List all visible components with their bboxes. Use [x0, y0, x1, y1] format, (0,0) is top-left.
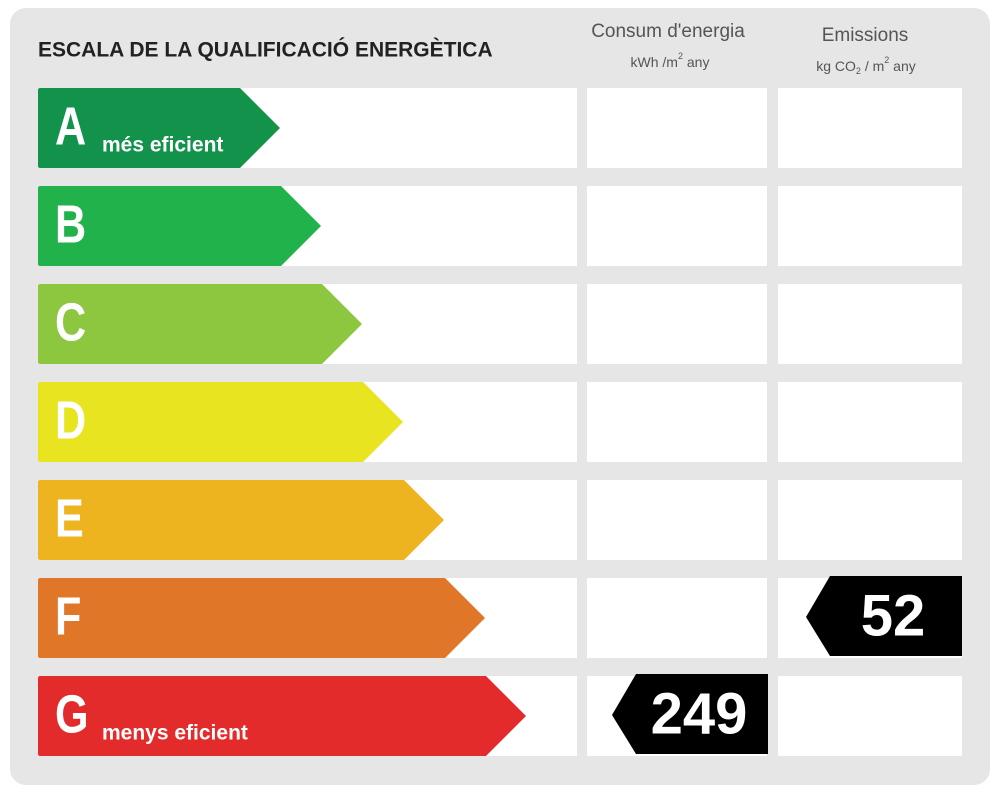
rating-letter: C — [55, 293, 86, 353]
rating-letter: A — [55, 97, 86, 157]
unit-part: 2 — [856, 66, 861, 76]
emissions-title: Emissions — [822, 25, 909, 46]
indicator-value: 52 — [861, 583, 926, 648]
rating-letter: E — [55, 489, 84, 549]
rating-letter: F — [55, 587, 81, 647]
unit-part: kg CO — [816, 58, 856, 74]
indicator-badge — [806, 576, 962, 656]
rating-arrow — [38, 578, 485, 658]
consumption-cell — [587, 382, 767, 462]
rating-letter: D — [55, 391, 86, 451]
emissions-cell — [778, 186, 962, 266]
label-title: ESCALA DE LA QUALIFICACIÓ ENERGÈTICA — [38, 38, 493, 62]
rating-arrow — [38, 382, 403, 462]
emissions-cell — [778, 88, 962, 168]
rating-arrow — [38, 88, 280, 168]
rating-arrow — [38, 676, 526, 756]
rating-arrow — [38, 284, 362, 364]
unit-part: any — [889, 58, 915, 74]
rating-arrow — [38, 480, 444, 560]
rating-note: més eficient — [102, 134, 223, 157]
unit-part: any — [683, 54, 709, 70]
emissions-unit: kg CO2 / m2 any — [816, 55, 916, 76]
indicator-value: 249 — [651, 681, 748, 746]
consumption-cell — [587, 186, 767, 266]
consumption-unit: kWh /m2 any — [631, 51, 710, 69]
emissions-cell — [778, 676, 962, 756]
consumption-title: Consum d'energia — [591, 21, 745, 42]
rating-note: menys eficient — [102, 722, 248, 745]
consumption-cell — [587, 284, 767, 364]
rating-arrow — [38, 186, 321, 266]
rating-letter: B — [55, 195, 86, 255]
emissions-cell — [778, 382, 962, 462]
emissions-cell — [778, 284, 962, 364]
indicator-badge — [612, 674, 768, 754]
consumption-cell — [587, 480, 767, 560]
emissions-cell — [778, 480, 962, 560]
unit-part: kWh /m — [631, 54, 678, 70]
unit-part: / m — [861, 58, 884, 74]
unit-part: 2 — [678, 51, 683, 61]
unit-part: 2 — [884, 55, 889, 65]
consumption-cell — [587, 88, 767, 168]
rating-letter: G — [55, 685, 89, 745]
consumption-cell — [587, 578, 767, 658]
